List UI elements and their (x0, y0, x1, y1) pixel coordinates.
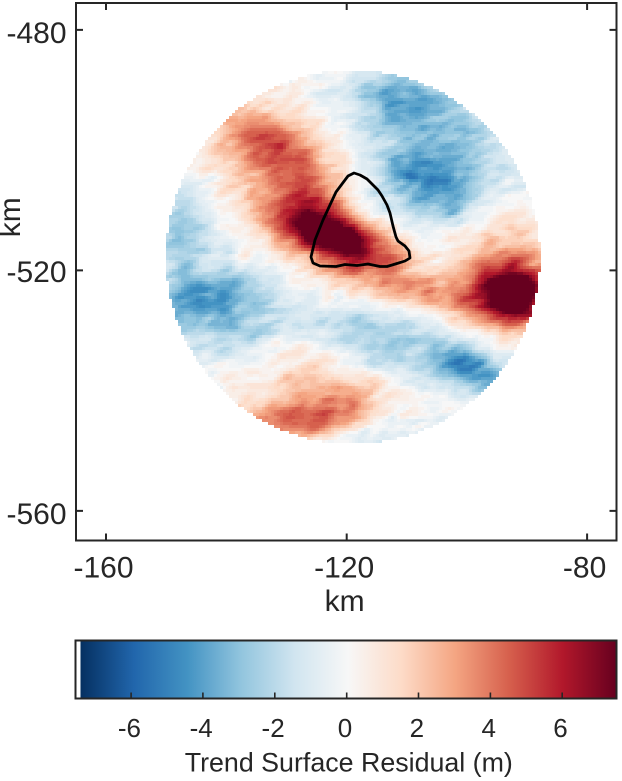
svg-text:Trend Surface Residual (m): Trend Surface Residual (m) (185, 748, 513, 778)
svg-text:-4: -4 (190, 713, 213, 743)
svg-text:-520: -520 (6, 256, 66, 289)
svg-text:2: 2 (410, 713, 424, 743)
svg-text:km: km (325, 585, 365, 618)
svg-text:0: 0 (338, 713, 352, 743)
svg-text:-120: -120 (314, 551, 374, 584)
svg-text:-480: -480 (6, 17, 66, 50)
svg-text:4: 4 (481, 713, 495, 743)
svg-text:-160: -160 (73, 551, 133, 584)
svg-text:-80: -80 (563, 551, 606, 584)
svg-text:6: 6 (553, 713, 567, 743)
svg-text:-6: -6 (118, 713, 141, 743)
svg-text:-2: -2 (262, 713, 285, 743)
svg-text:-560: -560 (6, 498, 66, 531)
svg-text:km: km (0, 197, 27, 237)
